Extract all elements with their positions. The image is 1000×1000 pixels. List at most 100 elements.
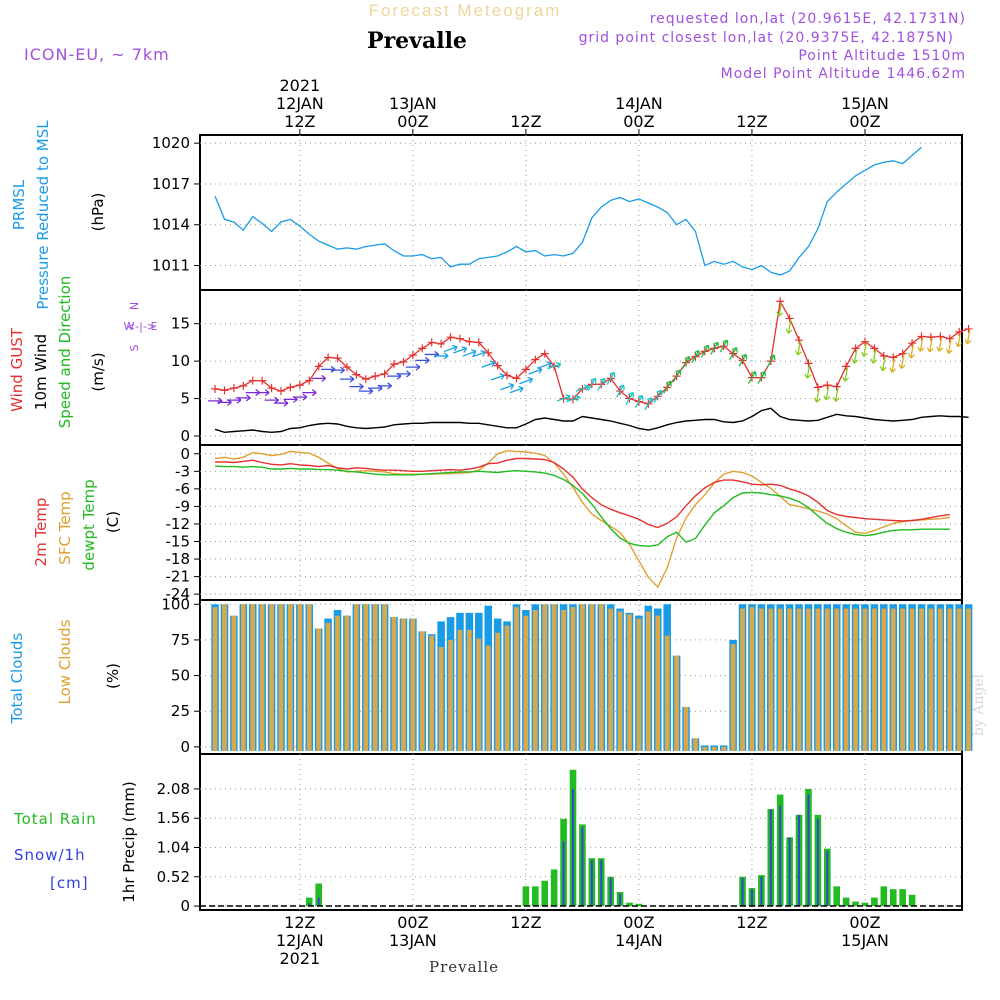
top-time-label: 14JAN bbox=[615, 94, 663, 113]
bottom-time-label: 2021 bbox=[279, 949, 320, 968]
gust-marker bbox=[248, 376, 257, 385]
gust-marker bbox=[936, 332, 945, 341]
low-cloud-bar bbox=[278, 604, 284, 751]
gust-line bbox=[214, 299, 969, 405]
wind-direction-arrow bbox=[644, 397, 654, 411]
wind-direction-arrow bbox=[860, 342, 868, 358]
arrow-shape bbox=[339, 375, 355, 383]
bottom-time-label: 15JAN bbox=[841, 931, 889, 950]
gust-marker bbox=[324, 353, 333, 362]
low-cloud-bar bbox=[335, 615, 340, 751]
snow-bar bbox=[751, 889, 753, 907]
snow-bar bbox=[600, 859, 603, 907]
panel-frame-5 bbox=[199, 753, 963, 911]
top-time-label: 15JAN bbox=[841, 94, 889, 113]
low-cloud-bar bbox=[909, 608, 915, 751]
wind-direction-arrow bbox=[264, 396, 279, 404]
y-tick-label: 1020 bbox=[152, 134, 190, 152]
low-cloud-bar bbox=[504, 625, 510, 751]
low-cloud-bar bbox=[617, 611, 623, 751]
wind-direction-arrow bbox=[556, 394, 571, 402]
arrow-shape bbox=[842, 367, 850, 382]
arrow-shape bbox=[936, 337, 944, 352]
gust-marker bbox=[531, 355, 540, 364]
wind-direction-arrow bbox=[490, 373, 505, 381]
bottom-time-label: 14JAN bbox=[615, 931, 663, 950]
y-tick-label: 0 bbox=[180, 427, 190, 445]
gust-marker bbox=[493, 361, 502, 370]
total-clouds-label: Total Clouds bbox=[8, 633, 26, 725]
low-cloud-bar bbox=[250, 604, 256, 751]
low-cloud-bar bbox=[288, 604, 293, 751]
low-cloud-bar bbox=[410, 618, 416, 751]
arrow-shape bbox=[870, 349, 878, 364]
low-cloud-bar bbox=[777, 608, 783, 751]
wind-direction-arrow bbox=[321, 365, 336, 373]
arrow-shape bbox=[700, 344, 710, 358]
y-tick-label: 10 bbox=[171, 352, 190, 370]
wind-direction-arrow bbox=[776, 302, 784, 317]
low-cloud-bar bbox=[919, 608, 924, 751]
arrow-shape bbox=[519, 376, 534, 385]
wind-direction-arrow bbox=[339, 375, 355, 383]
rain-bar bbox=[305, 897, 313, 907]
gridlines bbox=[299, 135, 866, 910]
gust-marker bbox=[371, 372, 380, 381]
temp-2m-line bbox=[215, 457, 950, 529]
gust-marker bbox=[333, 354, 342, 363]
wind-direction-arrow bbox=[509, 385, 524, 394]
y-tick-label: 1.56 bbox=[157, 809, 190, 827]
wind-direction-arrow bbox=[481, 360, 496, 368]
rain-bar bbox=[880, 886, 888, 907]
wind-direction-arrow bbox=[785, 319, 793, 334]
bottom-time-label: 12Z bbox=[284, 913, 315, 932]
rain-bar bbox=[550, 869, 558, 907]
arrow-shape bbox=[396, 370, 411, 378]
point-altitude: Point Altitude 1510m bbox=[798, 48, 966, 64]
low-cloud-bar bbox=[325, 622, 331, 751]
gust-marker bbox=[879, 351, 888, 360]
y-tick-label: 50 bbox=[171, 667, 190, 685]
wind-direction-arrow bbox=[842, 367, 850, 382]
temperature-panel: 0-3-6-9-12-15-18-21-24 bbox=[166, 445, 962, 603]
gust-marker bbox=[437, 339, 446, 348]
rain-bar bbox=[626, 902, 633, 907]
arrow-shape bbox=[415, 356, 430, 364]
pressure-panel: 1011 1014 1017 1020 bbox=[152, 134, 962, 276]
rain-bar bbox=[852, 901, 859, 907]
temp-2m-label: 2m Temp bbox=[32, 498, 50, 567]
low-cloud-bar bbox=[853, 608, 858, 751]
gust-marker bbox=[390, 360, 399, 369]
arrow-shape bbox=[556, 394, 571, 402]
wind-direction-arrow bbox=[955, 332, 963, 348]
gust-marker bbox=[427, 338, 436, 347]
wind-direction-arrow bbox=[443, 344, 458, 353]
wind-direction-arrow bbox=[710, 341, 720, 355]
y-tick-label: -12 bbox=[166, 515, 191, 533]
low-cloud-bar bbox=[598, 604, 604, 751]
gust-marker bbox=[964, 324, 973, 333]
y-tick-label: -6 bbox=[175, 480, 190, 498]
bottom-time-label: 12JAN bbox=[276, 931, 324, 950]
low-cloud-bar bbox=[580, 604, 585, 751]
snow-bar bbox=[779, 805, 782, 907]
arrow-shape bbox=[349, 383, 364, 391]
low-cloud-bar bbox=[721, 746, 727, 751]
wind-direction-arrow bbox=[681, 355, 691, 370]
gust-marker bbox=[277, 387, 286, 396]
low-cloud-bar bbox=[532, 609, 538, 751]
snow-bar bbox=[826, 850, 829, 907]
gust-marker bbox=[521, 365, 530, 374]
low-cloud-bar bbox=[401, 618, 406, 751]
compass-s: S bbox=[128, 344, 141, 351]
wind-direction-arrow bbox=[625, 391, 635, 405]
snow-bar bbox=[807, 794, 810, 907]
gust-marker bbox=[380, 369, 389, 378]
celsius-label: (C) bbox=[104, 511, 122, 533]
hpa-label: (hPa) bbox=[89, 193, 107, 232]
wind-direction-arrow bbox=[519, 376, 534, 385]
arrow-shape bbox=[945, 339, 953, 355]
wind-direction-arrow bbox=[766, 354, 776, 368]
arrow-shape bbox=[606, 371, 616, 385]
